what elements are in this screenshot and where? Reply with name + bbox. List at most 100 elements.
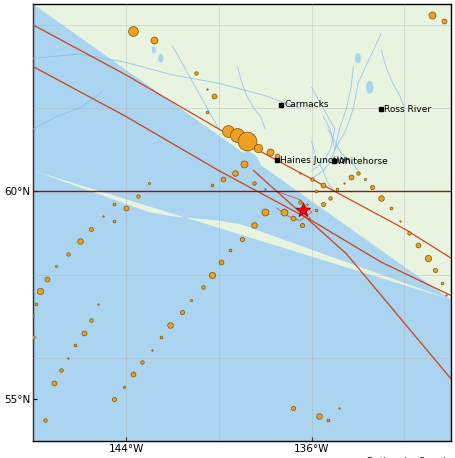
Point xyxy=(208,271,216,278)
Point xyxy=(296,169,303,176)
Point xyxy=(255,144,262,152)
Point xyxy=(32,300,39,307)
Point xyxy=(217,258,225,266)
Point xyxy=(232,169,239,176)
Point xyxy=(53,262,60,270)
Point xyxy=(134,192,141,199)
Point xyxy=(405,229,413,237)
Point xyxy=(300,204,307,212)
Point xyxy=(51,379,58,387)
Point xyxy=(122,204,130,212)
Point xyxy=(327,194,334,202)
Point xyxy=(241,161,248,168)
Point xyxy=(424,254,431,262)
Point xyxy=(44,275,51,283)
Point xyxy=(429,11,436,18)
Point xyxy=(273,153,280,160)
Point xyxy=(87,317,95,324)
Point xyxy=(111,217,118,224)
Text: Carmacks: Carmacks xyxy=(284,100,329,109)
Point xyxy=(111,396,118,403)
Point xyxy=(81,329,88,337)
Point xyxy=(203,86,211,93)
Point xyxy=(220,175,227,183)
Point xyxy=(313,188,320,195)
Point xyxy=(289,404,297,411)
Point xyxy=(308,175,315,183)
Point xyxy=(431,267,438,274)
Point xyxy=(266,148,273,156)
Point xyxy=(87,225,95,233)
Point xyxy=(315,412,322,420)
Point xyxy=(120,383,127,391)
Circle shape xyxy=(355,53,361,63)
Point xyxy=(440,17,448,24)
Point xyxy=(319,200,327,207)
Point xyxy=(146,180,153,187)
Point xyxy=(334,185,341,193)
Point xyxy=(415,242,422,249)
Point xyxy=(361,175,369,183)
Point xyxy=(129,27,136,35)
Circle shape xyxy=(158,54,163,62)
Polygon shape xyxy=(242,150,261,169)
Point xyxy=(296,198,303,206)
Point xyxy=(336,404,343,411)
Point xyxy=(443,292,450,299)
Point xyxy=(129,371,136,378)
Point xyxy=(30,312,37,320)
Point xyxy=(306,215,313,222)
Point xyxy=(250,221,257,229)
Point xyxy=(262,208,269,216)
Text: EarthquakesCanada: EarthquakesCanada xyxy=(366,457,451,458)
Point xyxy=(227,246,234,253)
Point xyxy=(250,180,257,187)
Point xyxy=(243,138,250,145)
Point xyxy=(208,181,216,189)
Text: Haines Junction: Haines Junction xyxy=(280,156,350,165)
Point xyxy=(289,215,297,222)
Point xyxy=(238,235,246,243)
Point xyxy=(313,207,320,214)
Point xyxy=(64,354,71,361)
Point xyxy=(224,127,232,135)
Point xyxy=(438,279,445,287)
Point xyxy=(36,288,44,295)
Point xyxy=(234,131,241,139)
Text: Ross River: Ross River xyxy=(384,104,431,114)
Point xyxy=(41,417,48,424)
Point xyxy=(57,367,65,374)
Point xyxy=(199,284,206,291)
Point xyxy=(303,200,311,207)
Point xyxy=(211,92,218,99)
Point xyxy=(64,250,71,257)
Point xyxy=(30,333,37,341)
Polygon shape xyxy=(33,4,451,300)
Circle shape xyxy=(366,81,373,93)
Point xyxy=(262,185,269,193)
Point xyxy=(178,308,185,316)
Point xyxy=(340,180,348,187)
Point xyxy=(354,169,362,176)
Point xyxy=(203,109,211,116)
Point xyxy=(99,213,106,220)
Point xyxy=(150,36,157,43)
Point xyxy=(167,321,174,328)
Point xyxy=(378,194,385,202)
Text: Whitehorse: Whitehorse xyxy=(336,157,388,165)
Point xyxy=(71,342,79,349)
Point xyxy=(319,181,327,189)
Point xyxy=(280,208,288,216)
Point xyxy=(187,296,195,303)
Point xyxy=(387,204,394,212)
Point xyxy=(111,200,118,207)
Point xyxy=(396,217,404,224)
Point xyxy=(300,207,307,214)
Point xyxy=(95,300,102,307)
Point xyxy=(348,173,355,180)
Point xyxy=(192,69,199,76)
Point xyxy=(148,346,155,353)
Point xyxy=(76,238,83,245)
Point xyxy=(139,358,146,365)
Point xyxy=(324,417,332,424)
